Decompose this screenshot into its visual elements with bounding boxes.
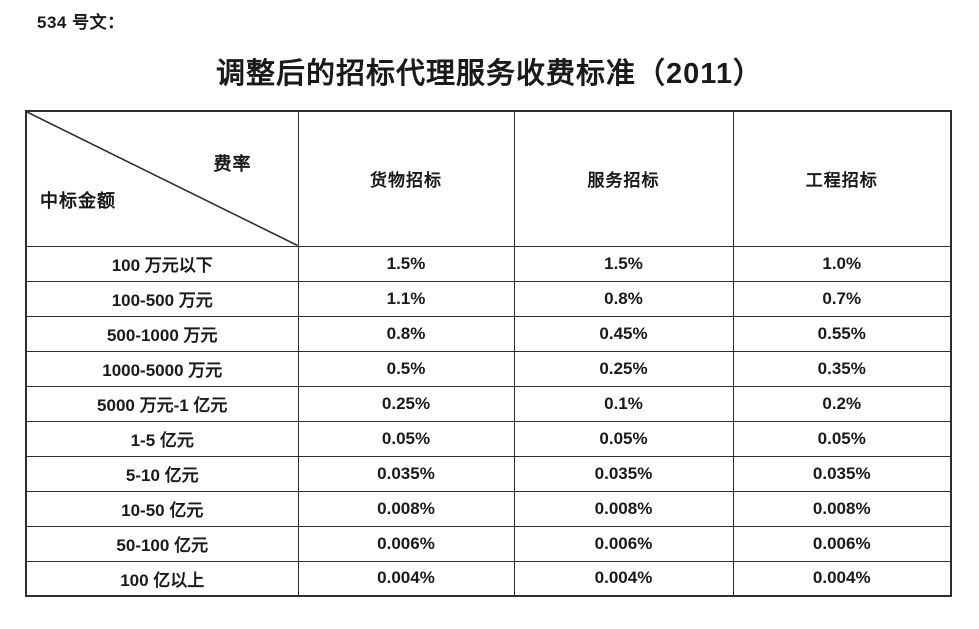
fee-value: 0.8% [513, 280, 734, 317]
fee-value: 0.006% [732, 525, 952, 562]
fee-value: 0.7% [732, 280, 952, 317]
fee-rate-table: 费率 中标金额 货物招标 服务招标 工程招标 100 万元以下 1.5% 1.5… [25, 110, 952, 597]
fee-value: 0.006% [297, 525, 515, 562]
fee-value: 0.035% [297, 455, 515, 492]
row-label: 1-5 亿元 [25, 420, 299, 457]
corner-label-fee-rate: 费率 [213, 154, 252, 174]
table-row: 1000-5000 万元 0.5% 0.25% 0.35% [25, 350, 952, 387]
fee-value: 0.035% [732, 455, 952, 492]
page-title: 调整后的招标代理服务收费标准（2011） [216, 58, 763, 90]
column-header-services: 服务招标 [513, 110, 734, 247]
diagonal-corner-cell: 费率 中标金额 [25, 110, 299, 247]
fee-value: 0.004% [732, 560, 952, 597]
table-row: 100 亿以上 0.004% 0.004% 0.004% [25, 560, 952, 597]
column-header-engineering: 工程招标 [732, 110, 952, 247]
fee-value: 0.006% [513, 525, 734, 562]
fee-value: 0.05% [297, 420, 515, 457]
fee-value: 0.25% [297, 385, 515, 422]
fee-value: 0.1% [513, 385, 734, 422]
fee-value: 0.05% [732, 420, 952, 457]
row-label: 100 亿以上 [25, 560, 299, 597]
corner-label-bid-amount: 中标金额 [40, 190, 116, 211]
fee-value: 0.25% [513, 350, 734, 387]
row-label: 500-1000 万元 [25, 315, 299, 352]
fee-value: 0.008% [513, 490, 734, 527]
row-label: 10-50 亿元 [25, 490, 299, 527]
row-label: 100 万元以下 [25, 245, 299, 282]
table-row: 10-50 亿元 0.008% 0.008% 0.008% [25, 490, 952, 527]
row-label: 100-500 万元 [25, 280, 299, 317]
fee-value: 0.004% [513, 560, 734, 597]
table-row: 50-100 亿元 0.006% 0.006% 0.006% [25, 525, 952, 562]
fee-value: 0.05% [513, 420, 734, 457]
fee-value: 0.035% [513, 455, 734, 492]
table-row: 1-5 亿元 0.05% 0.05% 0.05% [25, 420, 952, 457]
fee-value: 0.5% [297, 350, 515, 387]
fee-value: 1.5% [513, 245, 734, 282]
fee-value: 0.2% [732, 385, 952, 422]
table-header-row: 费率 中标金额 货物招标 服务招标 工程招标 [25, 110, 952, 247]
fee-value: 1.5% [297, 245, 515, 282]
fee-value: 0.008% [732, 490, 952, 527]
row-label: 1000-5000 万元 [25, 350, 299, 387]
fee-value: 0.004% [297, 560, 515, 597]
column-header-goods: 货物招标 [297, 110, 515, 247]
fee-value: 0.35% [732, 350, 952, 387]
row-label: 50-100 亿元 [25, 525, 299, 562]
fee-value: 1.0% [732, 245, 952, 282]
fee-value: 0.008% [297, 490, 515, 527]
row-label: 5000 万元-1 亿元 [25, 385, 299, 422]
fee-value: 0.55% [732, 315, 952, 352]
row-label: 5-10 亿元 [25, 455, 299, 492]
table-row: 100 万元以下 1.5% 1.5% 1.0% [25, 245, 952, 282]
fee-value: 0.8% [297, 315, 515, 352]
table-row: 100-500 万元 1.1% 0.8% 0.7% [25, 280, 952, 317]
table-row: 500-1000 万元 0.8% 0.45% 0.55% [25, 315, 952, 352]
fee-value: 1.1% [297, 280, 515, 317]
fee-value: 0.45% [513, 315, 734, 352]
diagonal-divider-line [27, 112, 298, 246]
table-row: 5-10 亿元 0.035% 0.035% 0.035% [25, 455, 952, 492]
doc-number-label: 534 号文： [37, 13, 125, 32]
table-row: 5000 万元-1 亿元 0.25% 0.1% 0.2% [25, 385, 952, 422]
